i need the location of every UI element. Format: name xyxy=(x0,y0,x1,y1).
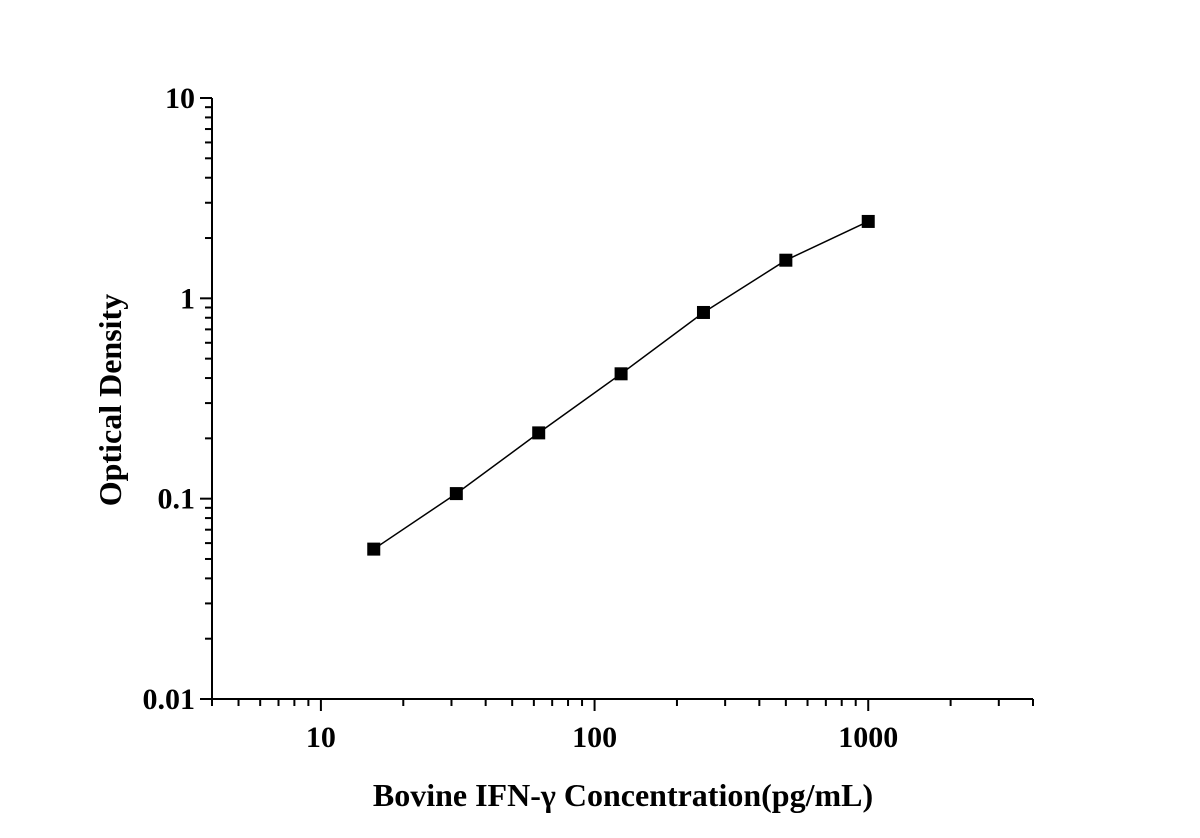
data-point xyxy=(779,253,793,267)
data-point xyxy=(532,426,546,440)
y-axis-title: Optical Density xyxy=(92,294,128,506)
tick-labels: 10 100 1000 0.01 0.1 1 10 xyxy=(143,82,899,754)
data-point xyxy=(614,367,628,381)
series-layer xyxy=(367,214,875,556)
axes xyxy=(211,98,1033,700)
y-tick-label: 0.1 xyxy=(158,483,196,516)
y-tick-label: 1 xyxy=(180,282,195,315)
data-point xyxy=(861,214,875,228)
series-line xyxy=(373,220,869,550)
ticks xyxy=(200,97,1034,711)
x-axis-title: Bovine IFN-γ Concentration(pg/mL) xyxy=(373,777,873,813)
y-tick-label: 10 xyxy=(165,82,195,115)
x-tick-label: 10 xyxy=(306,721,336,754)
y-tick-label: 0.01 xyxy=(143,683,196,716)
data-point xyxy=(449,487,463,501)
x-tick-label: 100 xyxy=(572,721,617,754)
x-tick-label: 1000 xyxy=(838,721,898,754)
data-point xyxy=(696,305,710,319)
data-point xyxy=(367,542,381,556)
